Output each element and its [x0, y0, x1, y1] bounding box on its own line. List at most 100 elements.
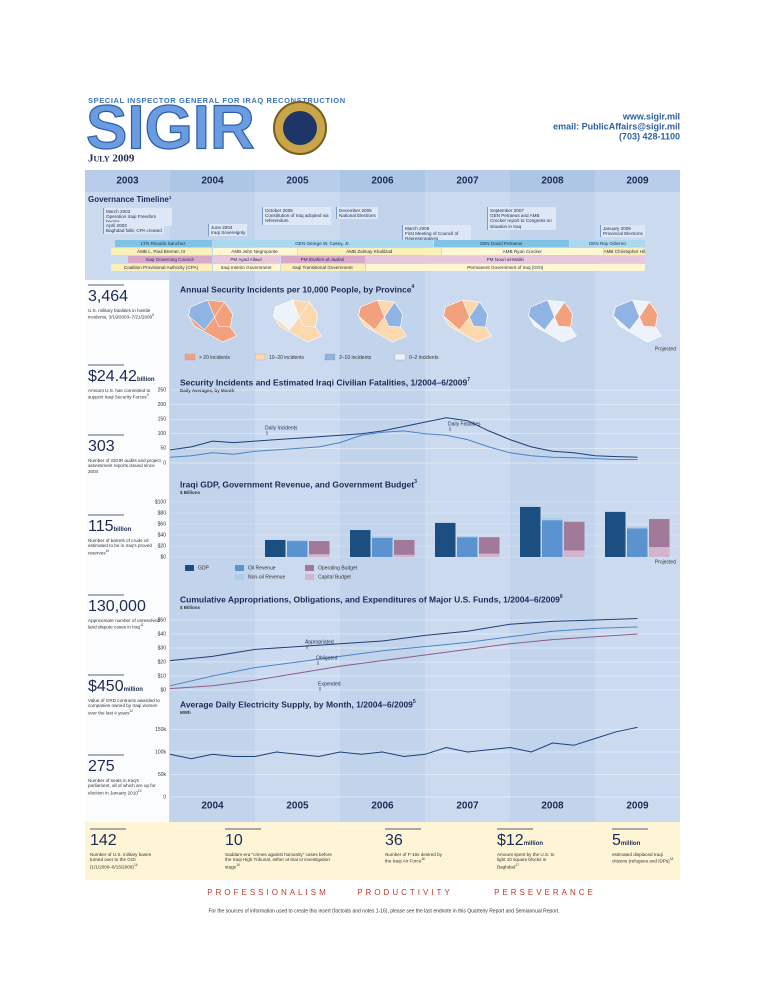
bar — [605, 511, 626, 557]
bar — [372, 537, 393, 557]
province-map — [188, 299, 237, 343]
series-label: Daily Incidents — [265, 425, 298, 431]
annotation: Projected — [655, 559, 676, 565]
fact-text: Number of U.S. military bases turned ove… — [90, 852, 152, 870]
bar — [542, 517, 563, 521]
bar — [457, 536, 478, 538]
footnote: 7 — [467, 377, 470, 383]
footnote: 9 — [146, 393, 149, 398]
fact-text: Value of GRD contracts awarded to compan… — [88, 698, 160, 716]
tenure-bar: Permanent Government of Iraq (GOI) — [365, 264, 645, 271]
year-label: 2009 — [626, 176, 649, 187]
fact-text: Number of barrels of crude oil estimated… — [88, 538, 152, 556]
footnote: 6 — [560, 594, 563, 600]
year-header — [595, 170, 680, 192]
fact-value: 10 — [225, 832, 243, 849]
year-label: 2009 — [626, 801, 649, 812]
fact: 5million estimated displaced Iraqi citize… — [612, 832, 674, 864]
tenure-bar: Iraqi Interim Government — [212, 264, 280, 271]
y-tick-label: 50k — [158, 772, 167, 778]
legend-label: > 20 incidents — [199, 355, 230, 361]
bar — [287, 539, 308, 542]
chart-title: Cumulative Appropriations, Obligations, … — [180, 594, 563, 604]
bar — [265, 539, 286, 557]
event: January 2009 Provincial Elections — [600, 225, 645, 238]
map-region — [214, 301, 233, 328]
fact-text: Number of F-16s desired by the Iraqi Air… — [385, 852, 442, 864]
legend-swatch — [305, 574, 314, 580]
bar — [435, 522, 456, 557]
province-map — [358, 299, 407, 343]
y-tick-label: $0 — [160, 554, 166, 560]
event-date: June 2004 — [211, 225, 233, 230]
event-text: Iraqi Sovereignty — [211, 230, 246, 236]
y-tick-label: $50 — [158, 617, 167, 623]
map-region — [554, 301, 573, 328]
year-column — [170, 170, 255, 822]
bottom-band — [85, 822, 680, 880]
y-tick-label: $40 — [158, 631, 167, 637]
map-region — [639, 301, 658, 328]
footer-note: For the sources of information used to c… — [208, 908, 559, 914]
fact-text: Amount spent by the U.S. to light 10 squ… — [497, 852, 555, 870]
map-region — [299, 301, 318, 328]
event: June 2004 Iraqi Sovereignty — [208, 224, 248, 237]
fact: 275 Number of seats in Iraq's parliament,… — [88, 758, 162, 796]
event-text: Baghdad falls; CPA created — [106, 228, 162, 234]
fact-text: Saddam-era "crimes against humanity" cas… — [225, 852, 332, 870]
event: September 2007 GEN Petraeus and AMB Crock… — [487, 207, 556, 230]
bar — [627, 528, 648, 557]
tenure-bar: GEN David Petraeus — [433, 240, 569, 247]
bar — [649, 519, 670, 548]
website: www.sigir.mil — [622, 111, 680, 121]
data-line — [169, 417, 638, 458]
footnote: 13 — [137, 788, 142, 793]
fact-unit: million — [620, 841, 641, 847]
y-tick-label: $100 — [155, 499, 166, 505]
data-line — [169, 726, 638, 760]
fact: $450million Value of GRD contracts awarde… — [88, 678, 162, 716]
sidebar — [85, 280, 169, 822]
legend-swatch — [235, 574, 244, 580]
legend-label: 0–2 incidents — [409, 355, 439, 361]
event: October 2005 Constitution of Iraq adopted… — [262, 207, 331, 225]
tenure-bar: AMB Christopher Hill — [603, 248, 645, 255]
event-date: March 2006 — [405, 226, 430, 231]
event-date: April 2003 — [106, 223, 127, 228]
y-tick-label: 150 — [158, 417, 167, 423]
year-column — [255, 170, 340, 822]
fact-text: estimated displaced Iraqi citizens (refu… — [612, 852, 674, 864]
tenure-bar: Iraqi Transitional Government — [280, 264, 365, 271]
y-tick-label: $20 — [158, 659, 167, 665]
event-date: December 2005 — [339, 208, 372, 213]
tenure-bar: GEN George W. Casey, Jr. — [212, 240, 433, 247]
fact: 10 Saddam-era "crimes against humanity" c… — [225, 832, 335, 870]
footnote: 11 — [140, 623, 144, 628]
fact-value: 275 — [88, 758, 115, 775]
y-tick-label: 250 — [158, 387, 167, 393]
year-header — [85, 170, 170, 192]
logo: SIGIR — [86, 93, 255, 162]
bar — [627, 526, 648, 529]
fact: 303 Number of SIGIR audits and project as… — [88, 438, 162, 474]
tenure-bar: AMB Zalmay Khalilzad — [297, 248, 441, 255]
y-tick-label: 100k — [155, 749, 166, 755]
legend-swatch — [324, 353, 336, 361]
tenure-bar: GEN Ray Odierno — [569, 240, 645, 247]
footnote: 14 — [133, 862, 138, 867]
event-date: September 2007 — [490, 208, 524, 213]
fact-text: Number of SIGIR audits and project asses… — [88, 458, 161, 474]
map-region — [188, 299, 215, 331]
bar — [394, 539, 415, 555]
tenure-bar: Iraqi Governing Council — [127, 256, 212, 263]
tenure-bar: AMB L. Paul Bremer, III — [110, 248, 212, 255]
bar — [564, 521, 585, 551]
event-date: October 2005 — [265, 208, 293, 213]
series-label: Daily Fatalities — [448, 421, 481, 427]
chart-subtitle: Daily Averages, by Month — [180, 388, 235, 393]
legend-label: Operating Budget — [318, 565, 358, 571]
motto: PERSEVERANCE — [494, 888, 596, 897]
